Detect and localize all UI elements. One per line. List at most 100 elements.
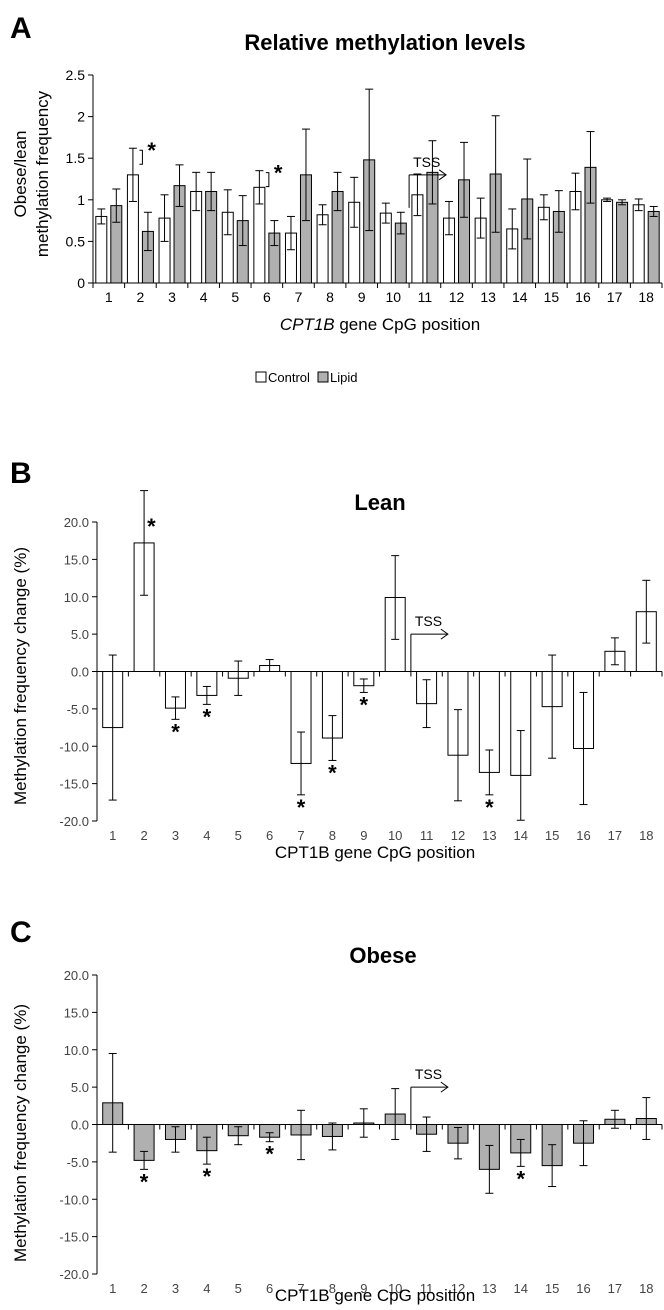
- panel-b-label: B: [10, 457, 32, 490]
- panel-b-xlabel: CPT1B gene CpG position: [275, 843, 475, 862]
- x-tick-label: 7: [295, 289, 303, 305]
- panel-b-title: Lean: [354, 490, 405, 515]
- x-tick-label: 7: [297, 1281, 304, 1296]
- x-tick-label: 11: [418, 289, 433, 305]
- panel-a-ylabel-line2: methylation frequency: [33, 90, 52, 257]
- panel-a-plot-area: 00.511.522.51 2 3 4 5 6 7 8 9 10 11 12 13 14 15 16 17 18*…: [66, 67, 663, 305]
- significance-star: *: [147, 514, 156, 539]
- bar-lipid-18: [647, 210, 660, 284]
- tss-arrow-head: [438, 169, 447, 181]
- x-tick-label: 11: [420, 1281, 434, 1296]
- x-tick-label: 2: [140, 1281, 147, 1296]
- x-tick-label: 5: [235, 1281, 242, 1296]
- significance-star: *: [328, 760, 337, 785]
- y-tick-label: 5.0: [71, 627, 89, 642]
- significance-star: *: [265, 1142, 274, 1167]
- tss-label: TSS: [413, 154, 440, 170]
- x-tick-label: 14: [512, 289, 528, 305]
- x-tick-label: 3: [172, 828, 179, 843]
- x-tick-label: 4: [200, 289, 208, 305]
- x-tick-label: 16: [575, 289, 591, 305]
- x-tick-label: 13: [482, 828, 496, 843]
- x-tick-label: 10: [388, 1281, 402, 1296]
- panel-c-plot-area: -20.0-15.0-10.0-5.00.05.010.015.020.01 2 3…: [59, 968, 663, 1296]
- legend-swatch-control: [255, 371, 267, 383]
- significance-star: *: [171, 719, 180, 744]
- y-tick-label: 2.5: [66, 67, 86, 83]
- x-tick-label: 9: [358, 289, 366, 305]
- y-tick-label: -10.0: [59, 1192, 89, 1207]
- panel-c-label: C: [10, 916, 32, 949]
- x-tick-label: 1: [109, 1281, 116, 1296]
- y-tick-label: 10.0: [64, 1043, 89, 1058]
- x-tick-label: 10: [386, 289, 402, 305]
- x-tick-label: 17: [608, 828, 622, 843]
- x-tick-label: 12: [451, 828, 465, 843]
- y-tick-label: -20.0: [59, 814, 89, 829]
- x-tick-label: 15: [545, 828, 559, 843]
- panel-c-ylabel: Methylation frequency change (%): [11, 1004, 30, 1262]
- panel-b-plot-area: -20.0-15.0-10.0-5.00.05.010.015.020.01 2 3…: [59, 490, 663, 843]
- y-tick-label: 0.5: [66, 233, 86, 249]
- bar-lipid-17: [616, 201, 629, 284]
- legend-swatch-lipid: [317, 371, 329, 383]
- y-tick-label: -15.0: [59, 1230, 89, 1245]
- tss-arrow-head: [440, 628, 449, 640]
- tss-label: TSS: [415, 1066, 442, 1082]
- x-tick-label: 15: [545, 1281, 559, 1296]
- bar-control-1: [95, 215, 108, 284]
- significance-star: *: [203, 1164, 212, 1189]
- panel-a-xlabel-rest: gene CpG position: [335, 315, 481, 334]
- x-tick-label: 9: [360, 1281, 367, 1296]
- significance-star: *: [360, 692, 369, 717]
- x-tick-label: 1: [109, 828, 116, 843]
- x-tick-label: 11: [420, 828, 434, 843]
- legend-label-control: Control: [268, 370, 310, 385]
- panel-a-title: Relative methylation levels: [244, 30, 525, 55]
- legend-label-lipid: Lipid: [330, 370, 357, 385]
- bar-control-18: [632, 204, 645, 284]
- y-tick-label: 20.0: [64, 515, 89, 530]
- x-tick-label: 17: [608, 1281, 622, 1296]
- significance-star: *: [147, 138, 156, 163]
- panel-a-xlabel: CPT1B gene CpG position: [280, 315, 480, 334]
- y-tick-label: 15.0: [64, 1005, 89, 1020]
- x-tick-label: 14: [514, 1281, 528, 1296]
- panel-b-ylabel: Methylation frequency change (%): [11, 547, 30, 805]
- y-tick-label: 0: [77, 275, 85, 291]
- panel-c-xlabel: CPT1B gene CpG position: [275, 1286, 475, 1305]
- x-tick-label: 12: [449, 289, 465, 305]
- y-tick-label: 5.0: [71, 1080, 89, 1095]
- y-tick-label: 20.0: [64, 968, 89, 983]
- x-tick-label: 2: [140, 828, 147, 843]
- x-tick-label: 18: [638, 289, 654, 305]
- tss-arrow-head: [440, 1081, 449, 1093]
- x-tick-label: 9: [360, 828, 367, 843]
- x-tick-label: 13: [482, 1281, 496, 1296]
- x-tick-label: 12: [451, 1281, 465, 1296]
- significance-star: *: [485, 795, 494, 820]
- significance-star: *: [297, 795, 306, 820]
- significance-star: *: [203, 704, 212, 729]
- x-tick-label: 14: [514, 828, 528, 843]
- x-tick-label: 17: [607, 289, 623, 305]
- x-tick-label: 6: [266, 828, 273, 843]
- significance-star: *: [140, 1169, 149, 1194]
- significance-star: *: [274, 161, 283, 186]
- x-tick-label: 8: [329, 1281, 336, 1296]
- x-tick-label: 6: [266, 1281, 273, 1296]
- y-tick-label: -15.0: [59, 777, 89, 792]
- x-tick-label: 16: [576, 1281, 590, 1296]
- significance-bracket: [139, 149, 143, 165]
- panel-a-label: A: [10, 12, 32, 45]
- x-tick-label: 3: [172, 1281, 179, 1296]
- bar-control-17: [601, 199, 614, 284]
- panel-a-xlabel-gene: CPT1B: [280, 315, 335, 334]
- x-tick-label: 13: [480, 289, 496, 305]
- y-tick-label: 2: [77, 109, 85, 125]
- x-tick-label: 5: [231, 289, 239, 305]
- panel-c-title: Obese: [349, 943, 416, 968]
- x-tick-label: 4: [203, 828, 210, 843]
- x-tick-label: 15: [544, 289, 560, 305]
- y-tick-label: 0.0: [71, 1118, 89, 1133]
